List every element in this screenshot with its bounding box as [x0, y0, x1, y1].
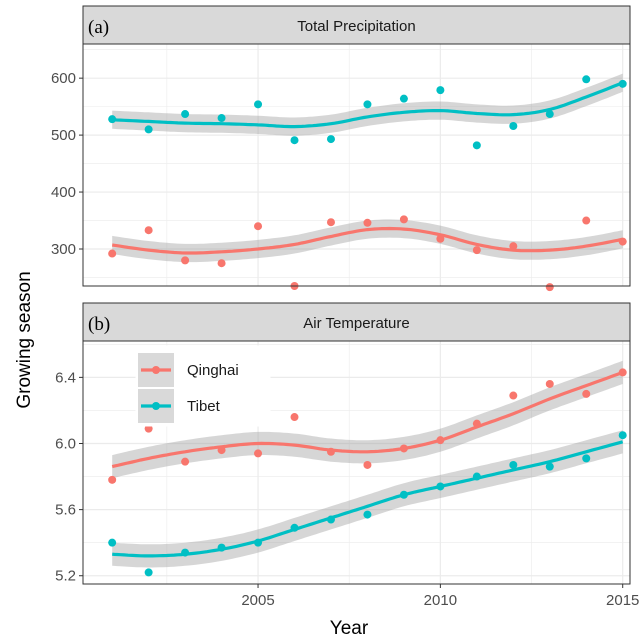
data-point-qinghai: [509, 242, 518, 251]
confidence-band-tibet: [112, 73, 623, 136]
confidence-band-tibet: [112, 430, 623, 568]
data-point-tibet: [399, 490, 408, 499]
data-point-tibet: [618, 79, 627, 88]
data-point-tibet: [254, 538, 263, 547]
panel-a: Total Precipitation (a) 300 400 500 600: [51, 5, 631, 292]
x-axis-title: Year: [330, 618, 369, 639]
data-point-tibet: [290, 136, 299, 145]
data-point-tibet: [545, 110, 554, 119]
panel-border-a: [82, 43, 631, 287]
smooth-line-tibet: [112, 440, 624, 558]
data-point-qinghai: [545, 379, 554, 388]
data-point-tibet: [363, 100, 372, 109]
y-tick-label: 500: [51, 127, 76, 144]
data-point-qinghai: [254, 449, 263, 458]
data-point-qinghai: [618, 368, 627, 377]
y-tick-label: 300: [51, 241, 76, 258]
data-point-qinghai: [290, 413, 299, 422]
legend: Qinghai Tibet: [135, 345, 271, 427]
data-point-tibet: [509, 460, 518, 469]
legend-label-tibet: Tibet: [187, 398, 221, 415]
legend-key-point: [152, 366, 160, 374]
panel-tag-b: (b): [88, 314, 110, 335]
data-point-qinghai: [582, 389, 591, 398]
data-point-qinghai: [181, 256, 190, 265]
y-tick-label: 400: [51, 184, 76, 201]
data-point-qinghai: [108, 249, 117, 258]
smooth-line-tibet: [112, 81, 624, 129]
data-point-tibet: [181, 110, 190, 119]
data-point-qinghai: [399, 215, 408, 224]
data-point-tibet: [399, 94, 408, 103]
x-tick-label: 2015: [606, 592, 639, 609]
data-point-tibet: [509, 121, 518, 130]
data-point-qinghai: [618, 237, 627, 246]
data-point-tibet: [363, 510, 372, 519]
x-tick-label: 2010: [424, 592, 457, 609]
data-point-tibet: [108, 115, 117, 124]
y-tick-label: 5.6: [55, 502, 76, 519]
data-point-tibet: [326, 515, 335, 524]
confidence-band-qinghai: [112, 360, 623, 479]
strip-title-b: Air Temperature: [303, 315, 409, 332]
data-point-qinghai: [254, 222, 263, 231]
data-point-qinghai: [144, 424, 153, 433]
smooth-line-qinghai: [111, 226, 623, 255]
smooth-line-qinghai: [111, 370, 624, 469]
data-point-tibet: [144, 568, 153, 577]
data-point-qinghai: [472, 419, 481, 428]
data-point-tibet: [254, 100, 263, 109]
data-point-tibet: [582, 75, 591, 84]
data-point-tibet: [436, 482, 445, 491]
data-point-tibet: [472, 141, 481, 150]
data-point-qinghai: [399, 444, 408, 453]
data-point-tibet: [217, 543, 226, 552]
panel-tag-a: (a): [88, 17, 109, 38]
y-tick-label: 6.0: [55, 435, 76, 452]
panel-border-b: [82, 340, 631, 585]
data-point-tibet: [144, 125, 153, 134]
data-point-tibet: [290, 523, 299, 532]
data-point-qinghai: [436, 436, 445, 445]
data-point-tibet: [545, 462, 554, 471]
strip-a: [82, 5, 631, 45]
data-point-tibet: [108, 538, 117, 547]
data-point-tibet: [472, 472, 481, 481]
data-point-tibet: [436, 86, 445, 95]
x-tick-label: 2005: [241, 592, 274, 609]
data-point-qinghai: [217, 259, 226, 268]
y-tick-label: 5.2: [55, 568, 76, 585]
data-point-qinghai: [363, 218, 372, 227]
legend-label-qinghai: Qinghai: [187, 362, 239, 379]
y-tick-label: 600: [51, 70, 76, 87]
data-point-qinghai: [582, 216, 591, 225]
data-point-qinghai: [472, 246, 481, 255]
data-point-qinghai: [326, 218, 335, 227]
data-point-tibet: [582, 454, 591, 463]
data-point-tibet: [326, 135, 335, 144]
strip-b: [82, 302, 631, 342]
y-axis-title: Growing season: [14, 271, 35, 408]
data-point-tibet: [217, 114, 226, 123]
data-point-tibet: [181, 548, 190, 557]
data-point-qinghai: [545, 283, 554, 292]
data-point-tibet: [618, 431, 627, 440]
x-axis-ticks: 2005 2010 2015: [241, 584, 639, 609]
data-point-qinghai: [181, 457, 190, 466]
data-point-qinghai: [436, 234, 445, 243]
panel-b: Air Temperature (b) 5.2 5.6 6.0 6.4: [55, 302, 631, 585]
strip-title-a: Total Precipitation: [297, 18, 415, 35]
data-point-qinghai: [326, 447, 335, 456]
data-point-qinghai: [144, 226, 153, 235]
legend-key-point: [152, 402, 160, 410]
plot-bg-a: [83, 44, 630, 286]
y-tick-label: 6.4: [55, 369, 76, 386]
data-point-qinghai: [363, 460, 372, 469]
data-point-qinghai: [108, 475, 117, 484]
data-point-qinghai: [509, 391, 518, 400]
data-point-qinghai: [217, 446, 226, 455]
